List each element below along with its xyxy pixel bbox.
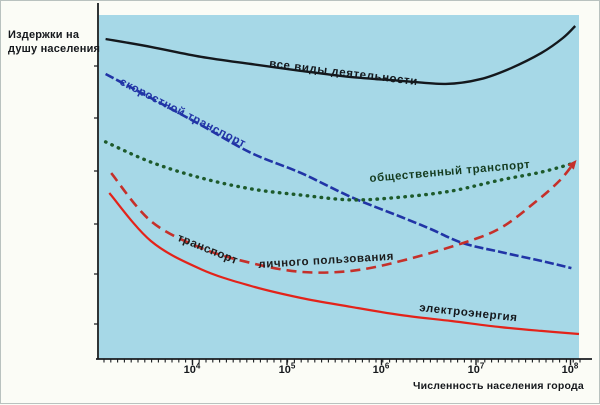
x-axis-title: Численность населения города bbox=[413, 380, 584, 392]
x-tick-10e4: 104 bbox=[183, 361, 201, 376]
y-axis-title-line2: душу населения bbox=[8, 43, 101, 55]
x-tick-10e8: 108 bbox=[561, 361, 579, 376]
x-tick-10e6: 106 bbox=[372, 361, 390, 376]
x-axis-minor-ticks bbox=[103, 359, 581, 363]
curve-rapid-transit bbox=[104, 72, 572, 270]
curve-all-activities bbox=[105, 25, 577, 86]
y-axis-title: Издержки на душу населения bbox=[8, 28, 100, 56]
curve-personal-transport bbox=[110, 163, 575, 274]
curve-electricity bbox=[108, 192, 580, 336]
x-axis-major-ticks bbox=[191, 359, 572, 365]
y-axis-title-line1: Издержки на bbox=[8, 29, 80, 41]
x-tick-10e5: 105 bbox=[278, 361, 296, 376]
arrowhead-personal-transport bbox=[567, 160, 577, 170]
x-tick-10e7: 107 bbox=[467, 361, 485, 376]
y-axis-minor-ticks bbox=[94, 65, 98, 325]
